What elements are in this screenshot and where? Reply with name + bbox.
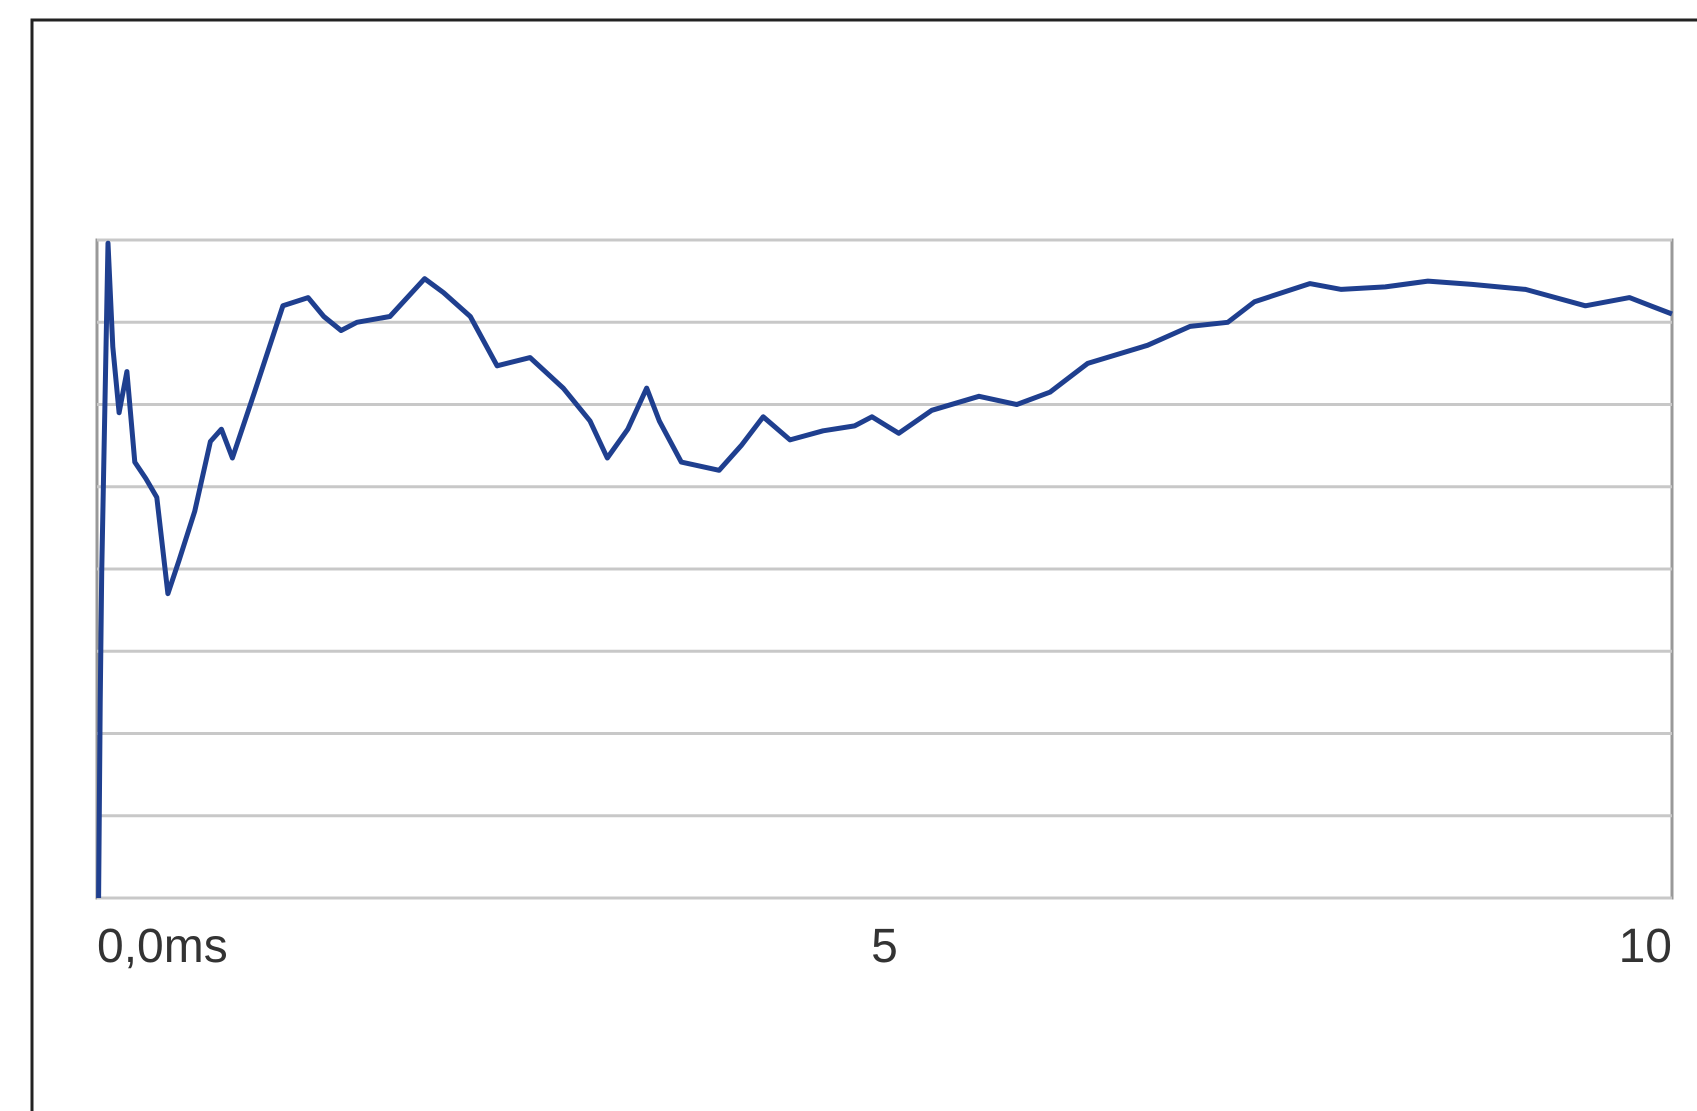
x-tick-label: 0,0ms bbox=[97, 920, 228, 973]
x-tick-label: 10 bbox=[1619, 920, 1672, 973]
frame bbox=[30, 18, 1697, 1111]
data-line bbox=[96, 240, 1673, 899]
x-tick-label: 5 bbox=[871, 920, 898, 973]
